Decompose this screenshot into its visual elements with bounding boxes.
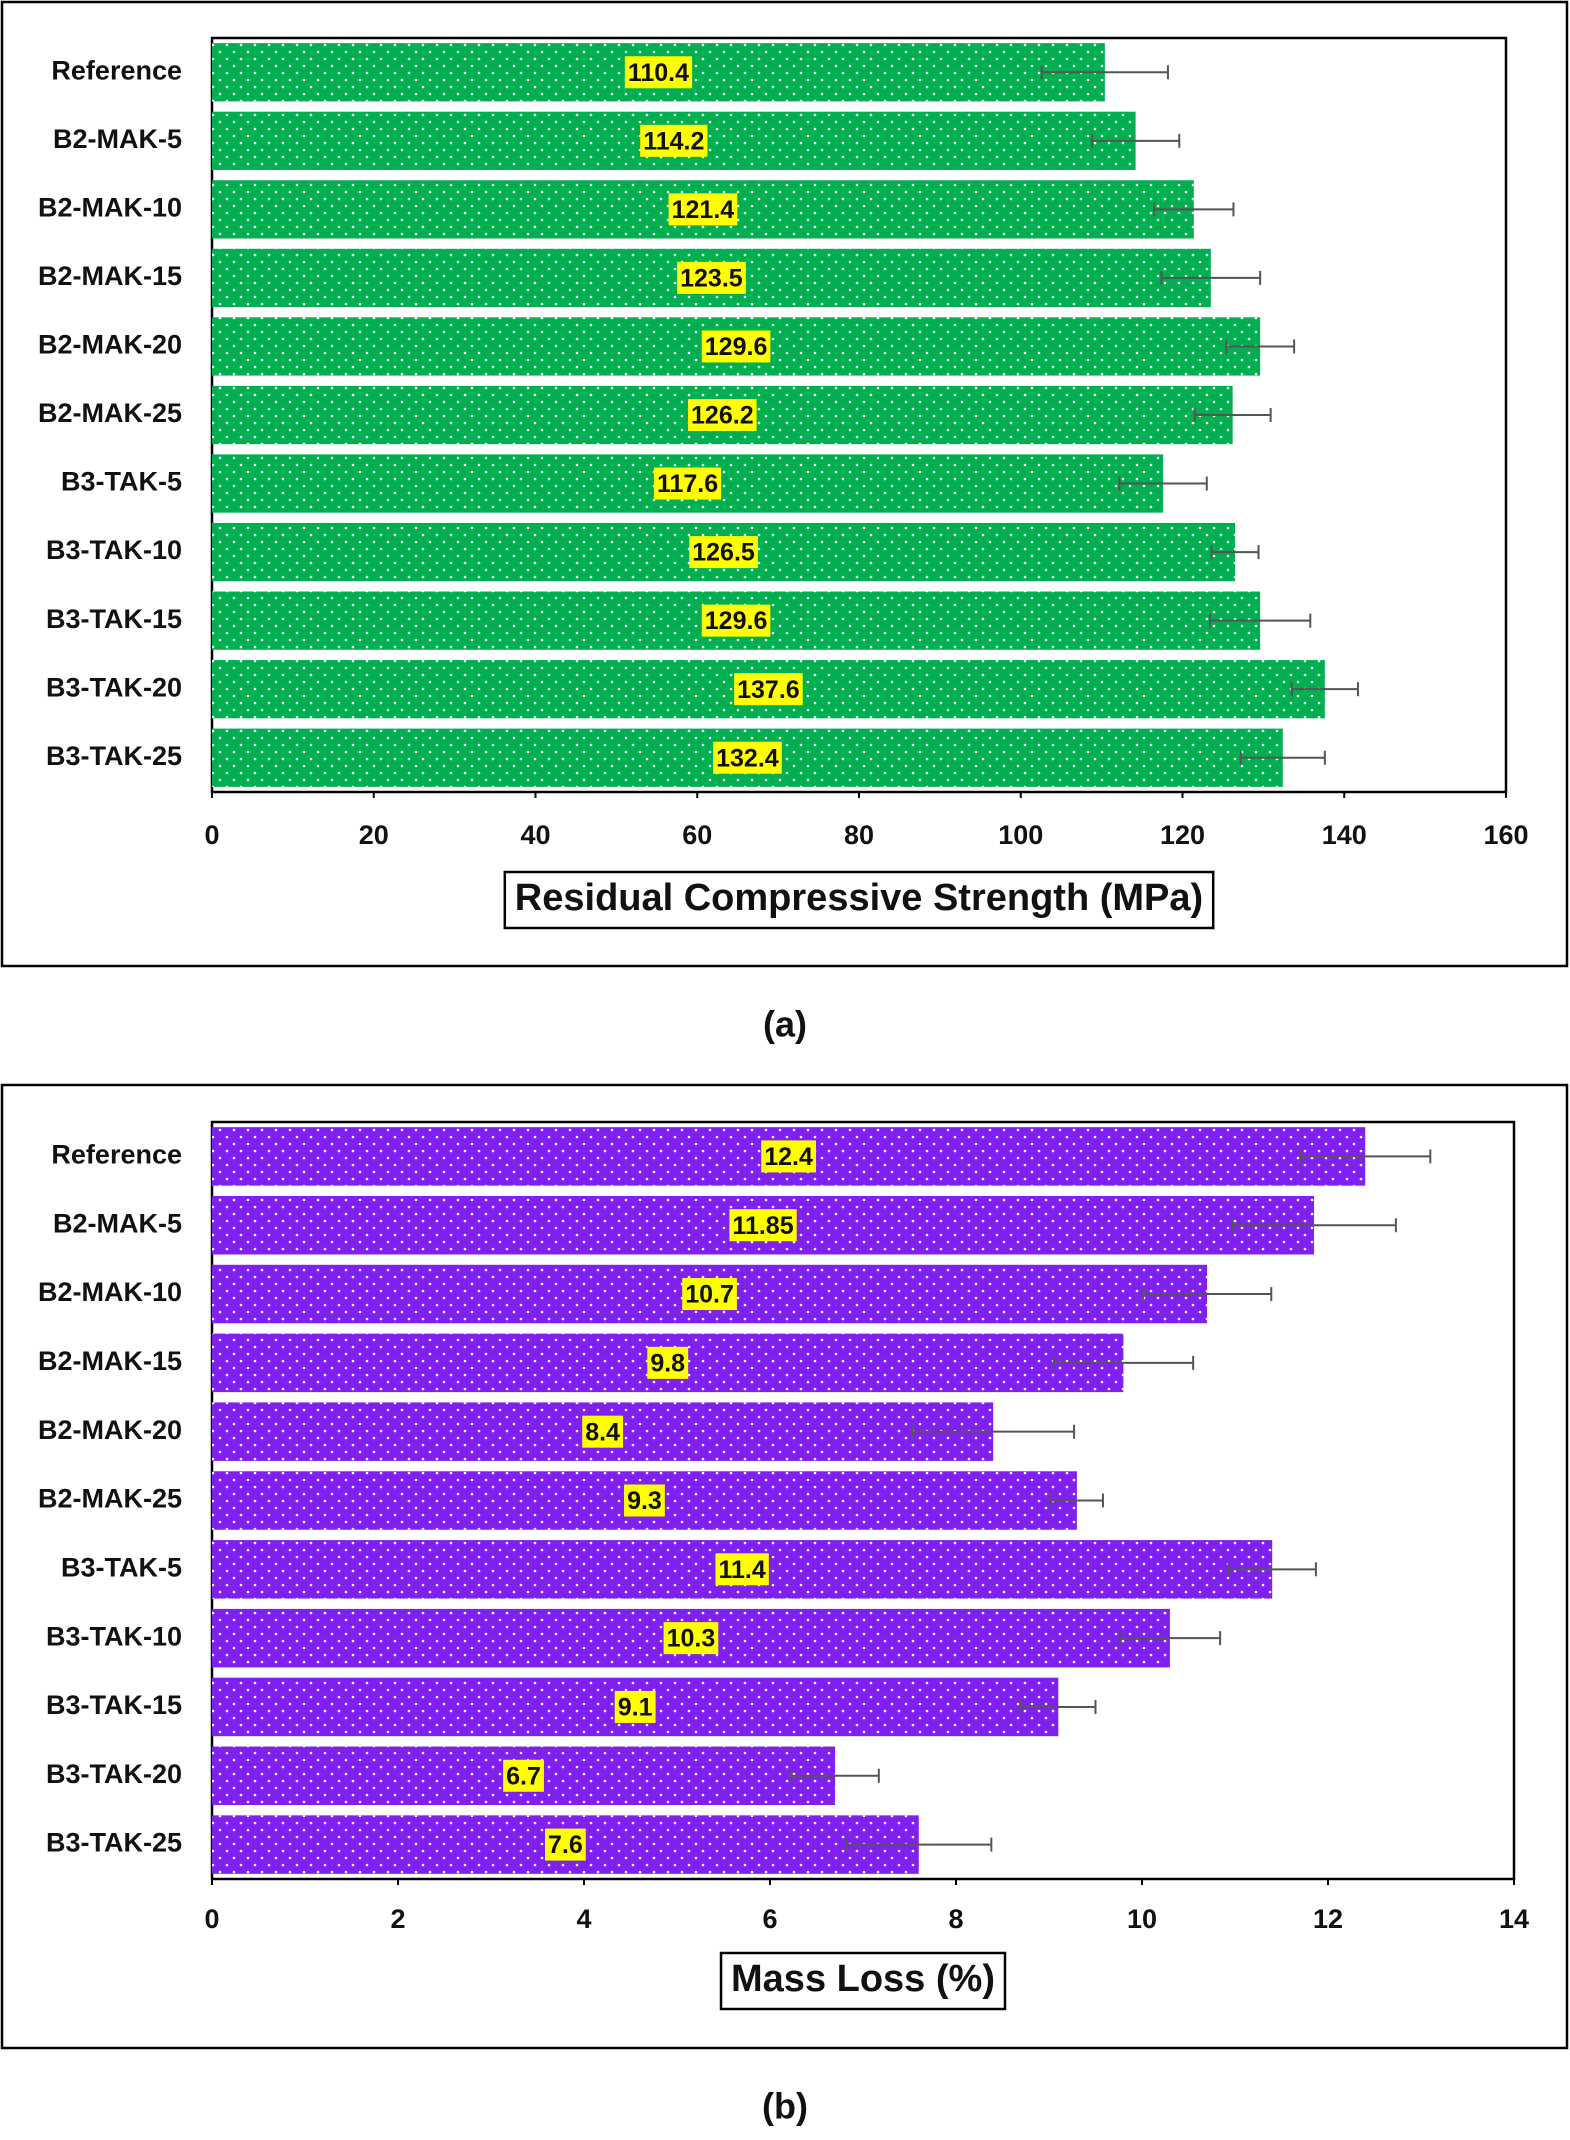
x-tick-label: 6 [762, 1904, 777, 1934]
panel-caption: (b) [762, 2086, 808, 2127]
x-tick-label: 120 [1160, 820, 1205, 850]
category-label: B3-TAK-20 [46, 1759, 182, 1789]
value-label-bg [713, 741, 782, 774]
value-label-bg [624, 1484, 665, 1517]
category-label: Reference [51, 1140, 182, 1170]
value-label: 126.5 [692, 539, 755, 567]
value-label-bg [582, 1415, 624, 1448]
x-tick-label: 2 [390, 1904, 405, 1934]
x-tick-label: 8 [948, 1904, 963, 1934]
value-label: 129.6 [705, 607, 768, 635]
value-label: 11.4 [718, 1556, 765, 1584]
category-label: B3-TAK-5 [61, 1552, 182, 1582]
x-tick-label: 40 [520, 820, 550, 850]
value-label: 6.7 [506, 1762, 541, 1790]
x-tick-label: 4 [576, 1904, 591, 1934]
x-tick-label: 160 [1483, 820, 1528, 850]
category-label: B3-TAK-10 [46, 535, 182, 565]
category-label: B3-TAK-20 [46, 672, 182, 702]
category-label: B2-MAK-5 [53, 124, 182, 154]
category-label: Reference [51, 55, 182, 85]
x-tick-label: 80 [844, 820, 874, 850]
category-label: B2-MAK-15 [38, 1346, 182, 1376]
value-label: 10.7 [685, 1281, 734, 1309]
value-label-bg [761, 1140, 817, 1173]
value-label-bg [715, 1553, 769, 1586]
category-label: B3-TAK-10 [46, 1621, 182, 1651]
category-label: B3-TAK-25 [46, 741, 182, 771]
category-label: B2-MAK-25 [38, 398, 182, 428]
chart-panel: 0 2 4 6 8 10 12 14 Reference 12.4 B2-MAK-5 11.85 B2-… [0, 1083, 1569, 2127]
value-label-bg [701, 604, 771, 637]
x-axis-title: Mass Loss (%) [731, 1958, 995, 2000]
value-label-bg [653, 467, 722, 500]
x-tick-label: 0 [204, 820, 219, 850]
x-axis-title: Residual Compressive Strength (MPa) [515, 877, 1203, 919]
category-label: B2-MAK-20 [38, 330, 182, 360]
value-label-bg [689, 536, 758, 569]
value-label: 132.4 [716, 744, 779, 772]
value-label-bg [503, 1759, 544, 1792]
category-label: B2-MAK-10 [38, 192, 182, 222]
value-label-bg [734, 673, 803, 706]
category-label: B2-MAK-20 [38, 1415, 182, 1445]
value-label-bg [640, 124, 708, 157]
category-label: B2-MAK-5 [53, 1208, 182, 1238]
category-label: B3-TAK-25 [46, 1828, 182, 1858]
value-label-bg [688, 399, 757, 431]
axis-title-box [719, 1951, 1007, 2011]
x-tick-label: 14 [1499, 1904, 1529, 1934]
value-label: 110.4 [628, 59, 689, 87]
category-label: B2-MAK-15 [38, 261, 182, 291]
axis-title-box [503, 870, 1215, 930]
value-label: 10.3 [667, 1625, 716, 1653]
category-label: B3-TAK-15 [46, 604, 182, 634]
value-label: 123.5 [680, 265, 743, 293]
value-label: 121.4 [672, 196, 735, 224]
x-tick-label: 20 [359, 820, 389, 850]
value-label-bg [682, 1278, 737, 1311]
x-tick-label: 10 [1127, 1904, 1157, 1934]
value-label-bg [701, 330, 771, 363]
category-label: B2-MAK-25 [38, 1484, 182, 1514]
x-tick-label: 12 [1313, 1904, 1343, 1934]
panel-caption: (a) [763, 1004, 807, 1045]
value-label: 7.6 [548, 1831, 583, 1859]
value-label-bg [668, 193, 738, 226]
value-label: 9.8 [650, 1349, 685, 1377]
value-label: 126.2 [691, 402, 754, 430]
x-tick-label: 140 [1322, 820, 1367, 850]
x-tick-label: 0 [204, 1904, 219, 1934]
value-label: 129.6 [705, 333, 768, 361]
value-label-bg [624, 56, 693, 89]
value-label-bg [647, 1346, 689, 1379]
value-label: 137.6 [737, 676, 800, 704]
value-label: 11.85 [732, 1212, 793, 1240]
panel-frame [0, 1083, 1569, 2050]
value-label: 12.4 [764, 1143, 813, 1171]
value-label: 9.3 [627, 1487, 662, 1515]
category-label: B3-TAK-5 [61, 467, 182, 497]
x-tick-label: 60 [682, 820, 712, 850]
value-label-bg [663, 1622, 719, 1655]
category-label: B2-MAK-10 [38, 1277, 182, 1307]
value-label: 117.6 [657, 470, 718, 498]
value-label-bg [729, 1209, 797, 1242]
x-tick-label: 100 [998, 820, 1043, 850]
value-label-bg [614, 1690, 656, 1723]
value-label: 8.4 [585, 1418, 620, 1446]
value-label-bg [545, 1828, 586, 1861]
category-label: B3-TAK-15 [46, 1690, 182, 1720]
chart-panel: 0 20 40 60 80 100 120 140 160 Reference 110.4 B2-MA… [0, 0, 1569, 1045]
value-label: 9.1 [618, 1694, 653, 1722]
value-label: 114.2 [643, 127, 704, 155]
value-label-bg [677, 261, 746, 294]
panel-frame [0, 0, 1569, 968]
